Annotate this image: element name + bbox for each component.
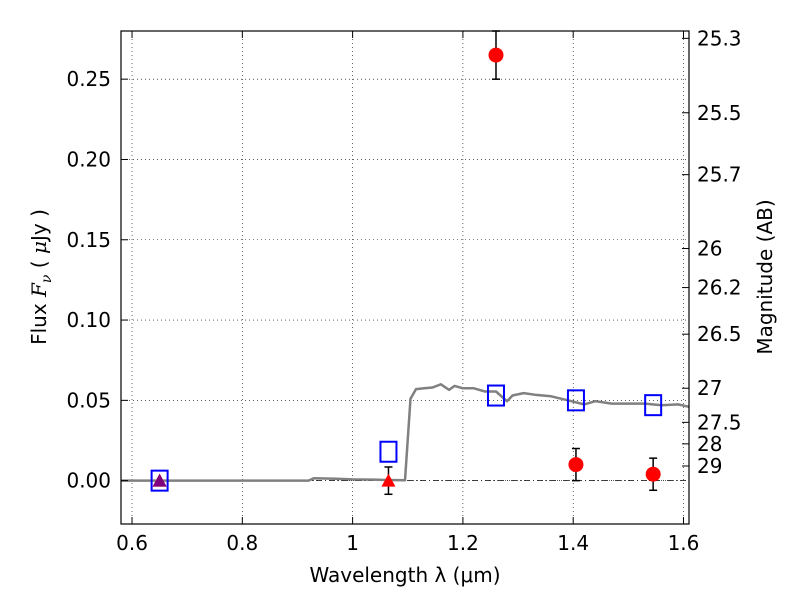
observed-flux-point bbox=[568, 457, 584, 473]
plot-background bbox=[121, 31, 689, 524]
model-photometry-square bbox=[486, 384, 505, 407]
y2-axis-title: Magnitude (AB) bbox=[753, 199, 777, 354]
magnitude-tick-label: 29 bbox=[697, 454, 722, 478]
magnitude-tick-label: 25.3 bbox=[697, 26, 742, 50]
y-tick-label: 0.05 bbox=[66, 388, 111, 412]
y-tick-label: 0.10 bbox=[66, 308, 111, 332]
y-tick-label: 0.20 bbox=[66, 147, 111, 171]
upper-limit-triangle bbox=[381, 473, 396, 487]
model-photometry-square bbox=[566, 389, 585, 412]
observed-flux-point bbox=[488, 47, 504, 63]
magnitude-tick-label: 27.5 bbox=[697, 410, 742, 434]
x-tick-label: 1.6 bbox=[668, 531, 700, 555]
x-tick-label: 0.6 bbox=[116, 531, 148, 555]
observed-flux-point bbox=[645, 466, 661, 482]
x-tick-label: 1.4 bbox=[557, 531, 589, 555]
x-tick-label: 1.2 bbox=[447, 531, 479, 555]
magnitude-tick-label: 27 bbox=[697, 376, 722, 400]
x-tick-label: 1 bbox=[346, 531, 359, 555]
data-series bbox=[121, 30, 690, 496]
magnitude-tick-label: 26.5 bbox=[697, 322, 742, 346]
magnitude-tick-label: 28 bbox=[697, 432, 722, 456]
magnitude-tick-label: 25.5 bbox=[697, 101, 742, 125]
purple-triangle-marker bbox=[152, 473, 167, 487]
axes: 0.6 0.8 1 1.2 1.4 1.6 0.00 0.05 0.10 0.15 0.20 0.25… bbox=[66, 26, 741, 555]
x-tick-label: 0.8 bbox=[226, 531, 258, 555]
magnitude-tick-label: 25.7 bbox=[697, 163, 742, 187]
model-photometry-square bbox=[150, 469, 169, 492]
model-photometry-square bbox=[644, 394, 663, 417]
y-axis-title: Flux Fν ( μJy ) bbox=[27, 209, 55, 345]
y-tick-label: 0.00 bbox=[66, 469, 111, 493]
x-axis-title: Wavelength λ (μm) bbox=[309, 563, 500, 587]
y-tick-label: 0.15 bbox=[66, 228, 111, 252]
y-tick-label: 0.25 bbox=[66, 67, 111, 91]
magnitude-tick-label: 26.2 bbox=[697, 276, 742, 300]
plot-frame bbox=[120, 30, 690, 525]
model-photometry-square bbox=[379, 440, 398, 463]
magnitude-tick-label: 26 bbox=[697, 237, 722, 261]
model-spectrum-line bbox=[121, 383, 690, 482]
